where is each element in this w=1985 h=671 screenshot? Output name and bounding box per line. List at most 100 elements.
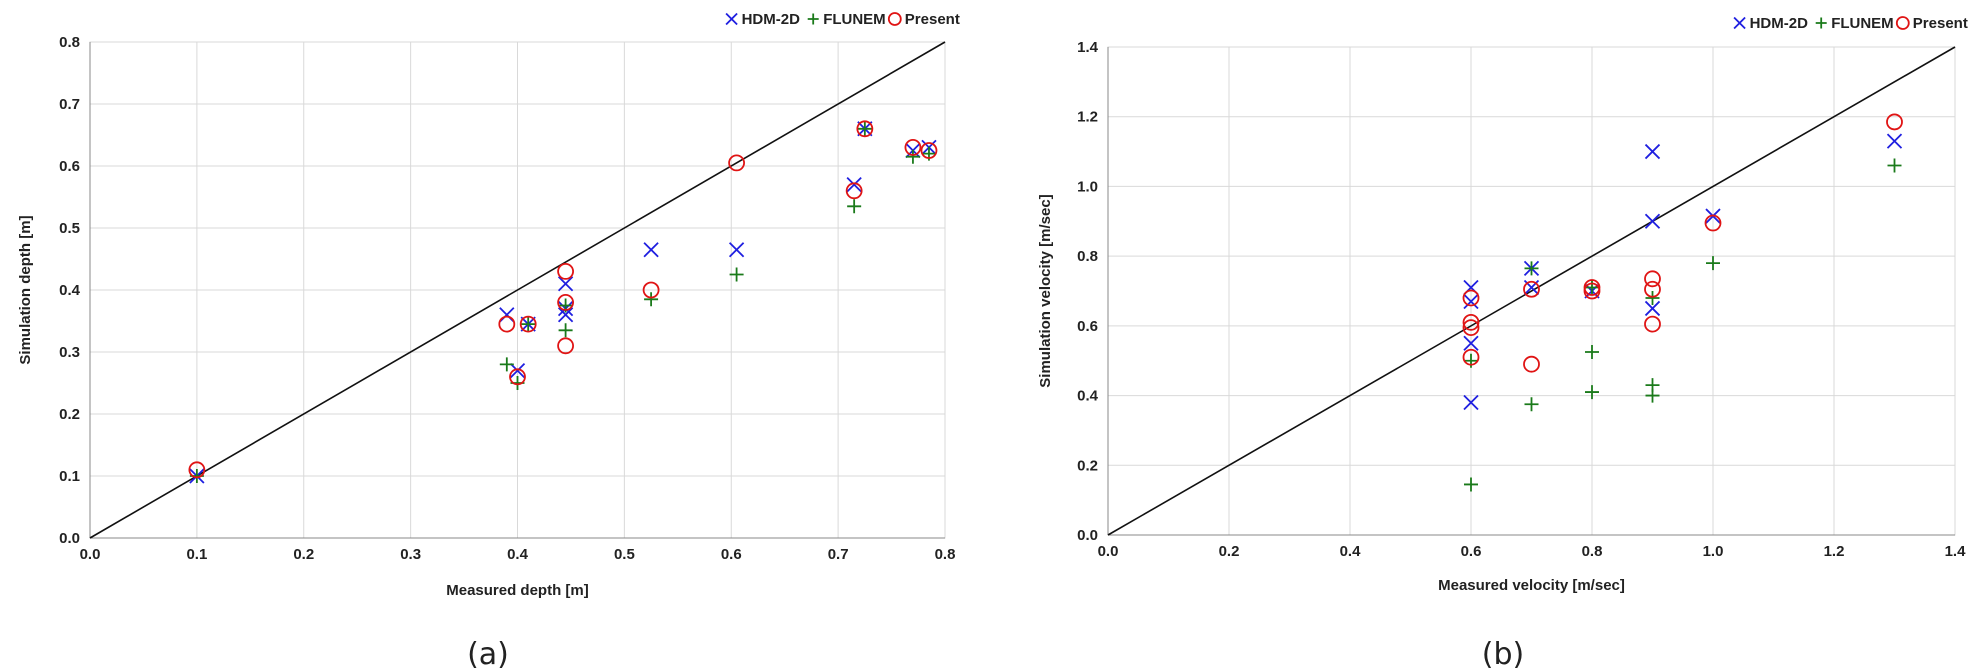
x-tick-label: 0.0 xyxy=(80,546,101,563)
x-tick-label: 0.7 xyxy=(828,546,849,563)
point-present xyxy=(1462,289,1480,307)
point-present xyxy=(188,461,206,479)
point-present xyxy=(1644,315,1661,333)
point-hdm xyxy=(509,362,526,379)
x-tick-label: 0.5 xyxy=(614,546,635,563)
y-tick-label: 1.0 xyxy=(1077,178,1098,195)
point-present xyxy=(509,368,526,386)
point-present xyxy=(856,120,874,138)
panel-b-velocity-chart: 0.0 0.2 0.4 0.6 0.8 1.0 1.2 1.4 0.0 0.2 0.4 0.6 0.8 1… xyxy=(1037,15,1968,671)
point-hdm xyxy=(1644,213,1661,229)
point-hdm xyxy=(1886,133,1903,149)
y-axis-title: Simulation depth [m] xyxy=(17,215,34,364)
point-hdm xyxy=(1463,293,1479,310)
x-tick-label: 0.6 xyxy=(721,546,742,563)
x-tick-label: 0.3 xyxy=(400,546,421,563)
point-present xyxy=(1644,280,1661,298)
point-present xyxy=(557,293,574,311)
point-present xyxy=(557,262,574,280)
point-flunem xyxy=(1706,256,1720,271)
point-flunem xyxy=(1464,477,1478,492)
point-hdm xyxy=(1463,335,1479,351)
panel-caption: (b) xyxy=(1482,637,1524,671)
y-tick-label: 0.2 xyxy=(1077,457,1098,474)
point-flunem xyxy=(644,292,659,307)
panel-a-depth-chart: 0.0 0.1 0.2 0.3 0.4 0.5 0.6 0.7 0.8 0.0 0.1 0.2 0.3 0… xyxy=(17,11,960,671)
y-tick-label: 0.2 xyxy=(59,406,80,423)
y-tick-label: 0.7 xyxy=(59,96,80,113)
series-present xyxy=(1462,113,1903,373)
legend-label: Present xyxy=(905,11,960,28)
legend-plus-marker-icon xyxy=(1815,17,1827,29)
point-flunem xyxy=(905,149,920,164)
point-present xyxy=(1886,113,1903,131)
series-flunem xyxy=(189,121,936,483)
point-present xyxy=(1523,280,1540,298)
x-tick-label: 1.0 xyxy=(1703,543,1724,560)
x-tick-label: 0.4 xyxy=(1340,543,1362,560)
legend-x-marker-icon xyxy=(1733,16,1746,30)
point-present xyxy=(498,315,516,333)
series-hdm xyxy=(189,121,937,484)
y-tick-label: 0.6 xyxy=(59,158,80,175)
point-present xyxy=(1644,270,1661,288)
y-tick-label: 0.5 xyxy=(59,220,80,237)
point-flunem xyxy=(1887,158,1902,173)
point-hdm xyxy=(1644,143,1661,160)
point-present xyxy=(1583,282,1601,300)
point-flunem xyxy=(1585,385,1599,400)
legend-x-marker-icon xyxy=(725,12,738,26)
point-present xyxy=(1704,214,1722,232)
point-hdm xyxy=(557,276,574,292)
point-present xyxy=(845,182,863,200)
x-tick-label: 0.2 xyxy=(1219,543,1240,560)
legend-circle-marker-icon xyxy=(1895,16,1910,30)
point-present xyxy=(1462,348,1480,366)
point-hdm xyxy=(557,307,574,323)
legend: HDM-2D FLUNEM Present xyxy=(725,11,960,28)
y-tick-label: 1.4 xyxy=(1077,39,1099,56)
y-tick-label: 0.8 xyxy=(59,34,80,51)
reference-line-y-equals-x xyxy=(1107,46,1956,536)
x-tick-label: 0.2 xyxy=(293,546,314,563)
point-flunem xyxy=(857,121,872,136)
x-tick-label: 0.4 xyxy=(507,546,529,563)
x-tick-label: 0.8 xyxy=(935,546,956,563)
point-flunem xyxy=(1524,397,1539,412)
point-present xyxy=(728,154,745,172)
point-flunem xyxy=(729,267,744,282)
y-axis-title: Simulation velocity [m/sec] xyxy=(1037,194,1054,387)
y-tick-label: 1.2 xyxy=(1077,109,1098,126)
point-flunem xyxy=(558,323,573,338)
x-tick-label: 0.6 xyxy=(1461,543,1482,560)
panel-caption: (a) xyxy=(467,637,509,671)
point-hdm xyxy=(846,176,862,193)
point-hdm xyxy=(728,242,745,258)
x-tick-label: 1.4 xyxy=(1945,543,1967,560)
point-hdm xyxy=(643,242,659,258)
point-flunem xyxy=(847,199,862,214)
y-tick-label: 0.0 xyxy=(1077,527,1098,544)
y-tick-label: 0.8 xyxy=(1077,248,1098,265)
point-present xyxy=(642,281,660,299)
legend-label: FLUNEM xyxy=(1831,15,1894,32)
point-flunem xyxy=(1585,345,1599,359)
point-present xyxy=(557,337,574,355)
point-flunem xyxy=(499,357,514,372)
y-tick-label: 0.0 xyxy=(59,530,80,547)
point-flunem xyxy=(1524,261,1539,276)
legend-plus-marker-icon xyxy=(807,13,819,25)
point-hdm xyxy=(1644,300,1661,317)
point-present xyxy=(519,315,537,333)
y-tick-label: 0.4 xyxy=(1077,388,1099,405)
point-present xyxy=(904,138,922,156)
point-hdm xyxy=(1463,394,1479,411)
point-present xyxy=(1462,319,1480,337)
x-tick-label: 0.0 xyxy=(1098,543,1119,560)
legend-label: FLUNEM xyxy=(823,11,886,28)
point-hdm xyxy=(499,307,515,323)
point-flunem xyxy=(521,317,536,332)
x-axis-title: Measured depth [m] xyxy=(446,582,589,599)
point-present xyxy=(1462,313,1480,331)
